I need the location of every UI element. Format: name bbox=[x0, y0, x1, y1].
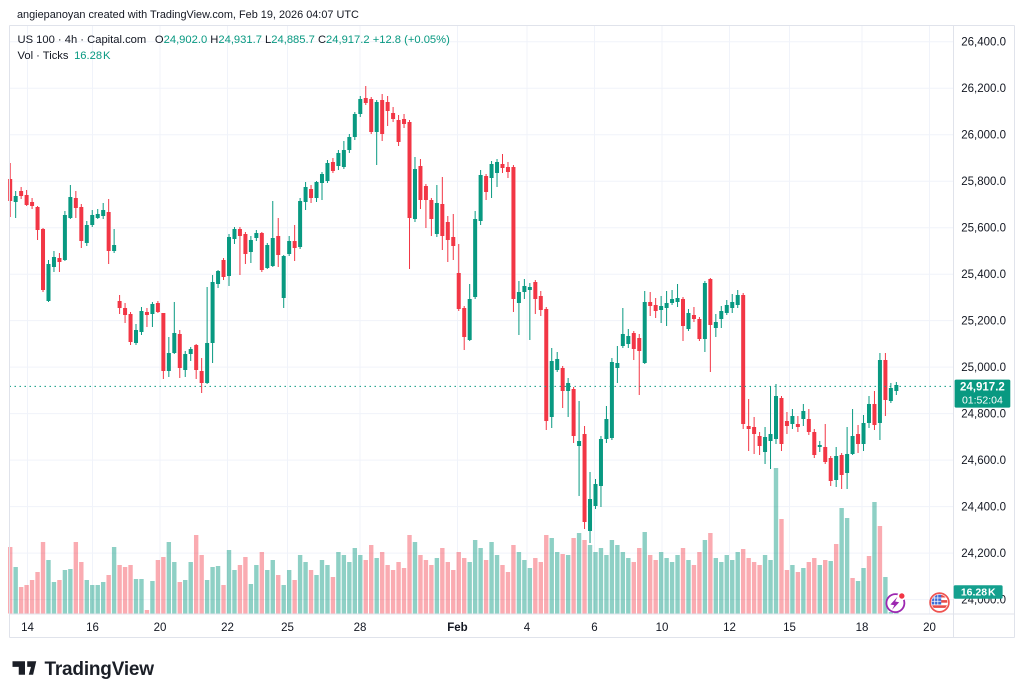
svg-text:16.28 K: 16.28 K bbox=[961, 587, 996, 599]
svg-text:16: 16 bbox=[86, 622, 99, 634]
svg-text:24,400.0: 24,400.0 bbox=[961, 502, 1006, 514]
svg-text:24,917.2: 24,917.2 bbox=[960, 382, 1005, 394]
svg-text:24,800.0: 24,800.0 bbox=[961, 409, 1006, 421]
svg-text:26,400.0: 26,400.0 bbox=[961, 37, 1006, 49]
svg-text:25,200.0: 25,200.0 bbox=[961, 316, 1006, 328]
svg-text:14: 14 bbox=[21, 622, 34, 634]
svg-text:20: 20 bbox=[923, 622, 936, 634]
svg-text:25,000.0: 25,000.0 bbox=[961, 362, 1006, 374]
svg-text:25: 25 bbox=[281, 622, 294, 634]
svg-text:4: 4 bbox=[524, 622, 531, 634]
svg-text:25,600.0: 25,600.0 bbox=[961, 223, 1006, 235]
svg-text:15: 15 bbox=[783, 622, 796, 634]
svg-text:25,400.0: 25,400.0 bbox=[961, 269, 1006, 281]
svg-text:20: 20 bbox=[154, 622, 167, 634]
svg-text:10: 10 bbox=[656, 622, 669, 634]
svg-text:24,600.0: 24,600.0 bbox=[961, 455, 1006, 467]
svg-text:25,800.0: 25,800.0 bbox=[961, 176, 1006, 188]
svg-text:01:52:04: 01:52:04 bbox=[962, 395, 1003, 407]
svg-text:28: 28 bbox=[354, 622, 367, 634]
svg-text:24,200.0: 24,200.0 bbox=[961, 548, 1006, 560]
svg-text:12: 12 bbox=[723, 622, 736, 634]
svg-text:18: 18 bbox=[856, 622, 869, 634]
svg-text:26,000.0: 26,000.0 bbox=[961, 130, 1006, 142]
svg-text:6: 6 bbox=[591, 622, 597, 634]
svg-text:22: 22 bbox=[221, 622, 234, 634]
svg-text:26,200.0: 26,200.0 bbox=[961, 83, 1006, 95]
svg-text:Feb: Feb bbox=[447, 622, 467, 634]
